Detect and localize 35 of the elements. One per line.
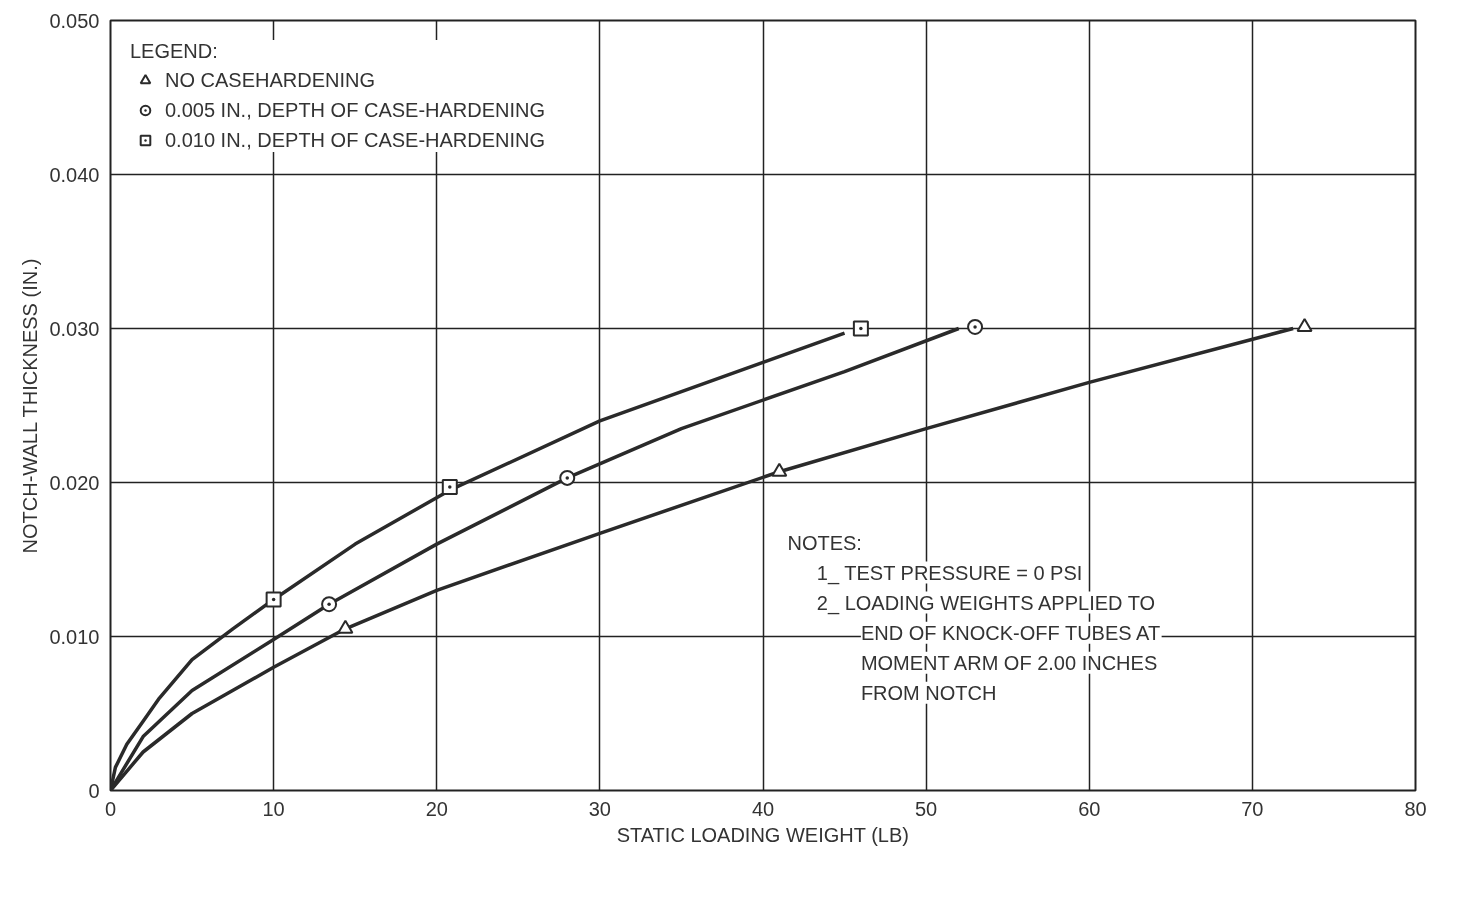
x-tick-label: 30 [588,797,611,820]
y-axis-title: NOTCH-WALL THICKNESS (IN.) [19,258,42,554]
point [967,318,984,335]
annotation: END OF KNOCK-OFF TUBES AT [860,621,1161,644]
legend-label: NO CASEHARDENING [165,68,376,92]
point [441,479,458,496]
legend-title: LEGEND: [130,40,219,63]
point [321,596,338,613]
annotation: 2_ LOADING WEIGHTS APPLIED TO [816,591,1156,615]
x-tick-label: 70 [1241,797,1264,820]
legend-label: 0.005 IN., DEPTH OF CASE-HARDENING [165,98,546,122]
annotation: NOTES: [787,531,862,554]
x-tick-label: 20 [425,797,448,820]
y-tick-label: 0.040 [49,163,100,186]
y-tick-label: 0.030 [49,317,100,340]
x-tick-label: 40 [751,797,775,820]
annotation: MOMENT ARM OF 2.00 INCHES [860,651,1158,674]
point [559,469,576,486]
x-tick-label: 60 [1078,797,1101,820]
annotation: 1_ TEST PRESSURE = 0 PSI [816,561,1083,585]
x-axis-title: STATIC LOADING WEIGHT (LB) [616,823,909,846]
x-tick-label: 10 [262,797,285,820]
y-tick-label: 0.050 [49,9,100,32]
point [771,462,788,477]
point [1296,317,1313,332]
x-tick-label: 80 [1404,797,1427,820]
point [852,320,869,337]
point [265,591,282,608]
legend-label: 0.010 IN., DEPTH OF CASE-HARDENING [165,128,546,152]
y-tick-label: 0 [88,779,100,802]
x-tick-label: 0 [104,797,117,820]
x-tick-label: 50 [915,797,938,820]
y-tick-label: 0.020 [49,471,100,494]
annotation: FROM NOTCH [860,681,997,704]
y-tick-label: 0.010 [49,625,100,648]
